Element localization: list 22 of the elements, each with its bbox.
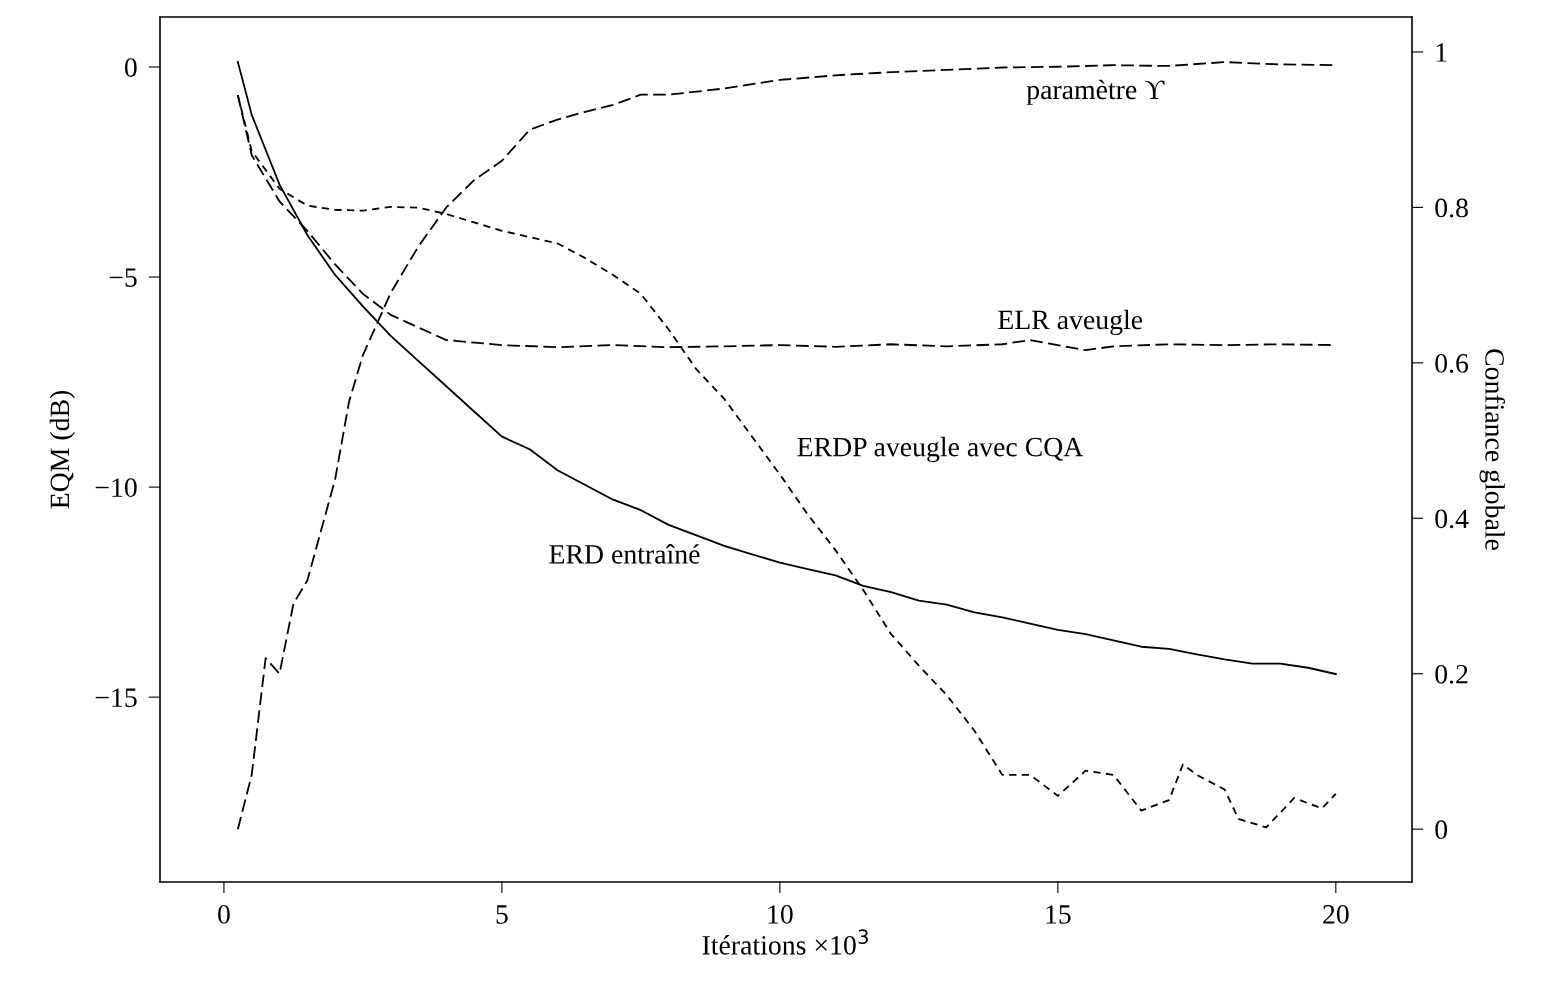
y2-tick-label: 0.2 <box>1435 664 1468 684</box>
x-axis-title: Itérations ×10$^{3}$ <box>702 929 868 955</box>
y-tick-label: −5 <box>109 268 137 287</box>
x-tick-label: 20 <box>1323 905 1349 924</box>
y2-tick-label: 0.6 <box>1435 354 1469 373</box>
y2-tick-label: 0.4 <box>1435 509 1469 529</box>
y-axis-title: EQM (dB) <box>49 390 75 509</box>
y2-tick-label: 1 <box>1436 43 1447 62</box>
x-tick-label: 15 <box>1046 905 1071 924</box>
annotation: ELR aveugle <box>998 309 1143 335</box>
x-tick-label: 10 <box>768 905 793 924</box>
y2-tick-label: 0.8 <box>1435 198 1468 218</box>
x-tick-label: 5 <box>496 905 508 924</box>
x-tick-label: 0 <box>218 905 230 924</box>
annotation: ERD entraîné <box>549 544 700 564</box>
y2-tick-label: 0 <box>1435 820 1448 840</box>
y-tick-label: −10 <box>95 478 137 498</box>
y-tick-label: 0 <box>124 58 137 77</box>
y2-axis-title: Confiance globale <box>1479 349 1506 550</box>
annotation: ERDP aveugle avec CQA <box>797 436 1084 463</box>
annotation: paramètre ϒ <box>1026 79 1165 105</box>
y-tick-label: −15 <box>95 688 137 708</box>
